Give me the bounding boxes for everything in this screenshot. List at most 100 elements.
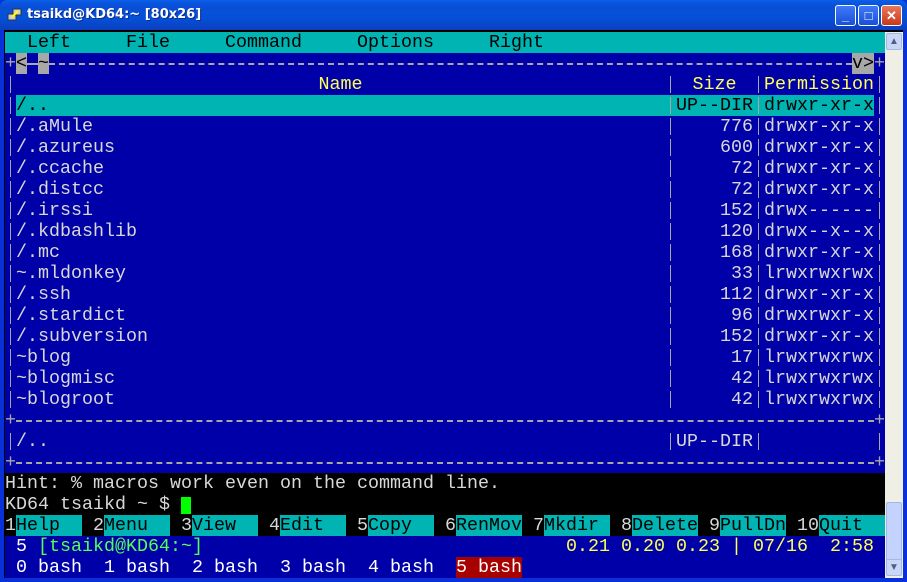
putty-icon bbox=[7, 8, 22, 21]
column-separator bbox=[670, 223, 671, 240]
column-separator bbox=[879, 265, 880, 282]
column-separator bbox=[10, 244, 11, 261]
command-line[interactable]: KD64 tsaikd ~ $ bbox=[5, 494, 885, 515]
column-separator bbox=[879, 160, 880, 177]
terminal[interactable]: Left File Command Options Right + < ~ v> + Name Siz… bbox=[5, 32, 885, 578]
scroll-down-button[interactable]: ▼ bbox=[886, 559, 902, 576]
fkey-pulldn-button[interactable]: PullDn bbox=[720, 515, 786, 536]
fkey-delete-button[interactable]: Delete bbox=[632, 515, 698, 536]
permission-column-header[interactable]: Permission bbox=[764, 74, 874, 95]
file-row[interactable]: /.distcc 72 drwxr-xr-x bbox=[5, 179, 885, 200]
file-name[interactable]: /.azureus bbox=[16, 137, 115, 158]
window-tab[interactable]: 3 bash bbox=[280, 557, 346, 578]
file-name[interactable]: /.aMule bbox=[16, 116, 93, 137]
file-name[interactable]: ~blogmisc bbox=[16, 368, 115, 389]
file-row[interactable]: /.kdbashlib 120 drwx--x--x bbox=[5, 221, 885, 242]
file-row[interactable]: /.ccache 72 drwxr-xr-x bbox=[5, 158, 885, 179]
file-row[interactable]: ~blog 17 lrwxrwxrwx bbox=[5, 347, 885, 368]
file-size: 152 bbox=[720, 326, 753, 347]
file-row[interactable]: /.mc 168 drwxr-xr-x bbox=[5, 242, 885, 263]
file-name[interactable]: /.stardict bbox=[16, 305, 126, 326]
column-separator bbox=[758, 265, 759, 282]
column-separator bbox=[758, 307, 759, 324]
history-dropdown-button[interactable]: v> bbox=[852, 53, 874, 74]
selection-highlight bbox=[16, 95, 874, 116]
size-column-header[interactable]: Size bbox=[692, 74, 737, 95]
menu-options[interactable]: Options bbox=[357, 32, 434, 53]
file-name[interactable]: /.subversion bbox=[16, 326, 148, 347]
title-bar[interactable]: tsaikd@KD64:~ [80x26] _ □ ✕ bbox=[0, 0, 907, 30]
fkey-help-button[interactable]: Help bbox=[16, 515, 82, 536]
window-tab[interactable]: 5 bash bbox=[456, 557, 522, 578]
menu-left[interactable]: Left bbox=[27, 32, 71, 53]
file-row[interactable]: ~blogroot 42 lrwxrwxrwx bbox=[5, 389, 885, 410]
fkey-number: 2 bbox=[93, 515, 104, 536]
column-separator bbox=[10, 391, 11, 408]
fkey-menu-button[interactable]: Menu bbox=[104, 515, 170, 536]
file-size: 17 bbox=[731, 347, 753, 368]
border-corner: + bbox=[874, 410, 885, 431]
window-tab[interactable]: 1 bash bbox=[104, 557, 170, 578]
file-row[interactable]: /.subversion 152 drwxr-xr-x bbox=[5, 326, 885, 347]
column-separator bbox=[670, 118, 671, 135]
prompt-text: KD64 tsaikd ~ $ bbox=[5, 494, 181, 515]
file-row[interactable]: ~blogmisc 42 lrwxrwxrwx bbox=[5, 368, 885, 389]
close-icon: ✕ bbox=[886, 8, 897, 23]
column-separator bbox=[670, 181, 671, 198]
column-separator bbox=[10, 265, 11, 282]
file-size: 42 bbox=[731, 368, 753, 389]
scroll-up-button[interactable]: ▲ bbox=[886, 33, 902, 50]
file-name[interactable]: ~blog bbox=[16, 347, 71, 368]
fkey-view-button[interactable]: View bbox=[192, 515, 258, 536]
home-dir-button[interactable]: ~ bbox=[38, 53, 49, 74]
file-name[interactable]: /.irssi bbox=[16, 200, 93, 221]
close-button[interactable]: ✕ bbox=[881, 5, 902, 26]
file-row[interactable]: /.irssi 152 drwx------ bbox=[5, 200, 885, 221]
file-name[interactable]: /.ssh bbox=[16, 284, 71, 305]
column-separator bbox=[670, 244, 671, 261]
function-key-bar: 1 Help 2 Menu 3 View 4 Edit 5 Copy 6 RenMov 7 Mkdir 8 D… bbox=[5, 515, 885, 536]
file-name[interactable]: /.ccache bbox=[16, 158, 104, 179]
minimize-button[interactable]: _ bbox=[835, 5, 856, 26]
column-separator bbox=[10, 181, 11, 198]
history-left-button[interactable]: < bbox=[16, 53, 27, 74]
file-size: 42 bbox=[731, 389, 753, 410]
column-separator bbox=[670, 76, 671, 93]
menu-right[interactable]: Right bbox=[489, 32, 544, 53]
file-name[interactable]: ~.mldonkey bbox=[16, 263, 126, 284]
window-tab[interactable]: 2 bash bbox=[192, 557, 258, 578]
column-separator bbox=[879, 76, 880, 93]
menu-file[interactable]: File bbox=[126, 32, 170, 53]
fkey-edit-button[interactable]: Edit bbox=[280, 515, 346, 536]
column-separator bbox=[670, 349, 671, 366]
fkey-renmov-button[interactable]: RenMov bbox=[456, 515, 522, 536]
fkey-copy-button[interactable]: Copy bbox=[368, 515, 434, 536]
file-row[interactable]: ~.mldonkey 33 lrwxrwxrwx bbox=[5, 263, 885, 284]
file-name[interactable]: ~blogroot bbox=[16, 389, 115, 410]
column-separator bbox=[670, 433, 671, 450]
file-permission: drwx--x--x bbox=[764, 221, 874, 242]
file-row[interactable]: /.stardict 96 drwxrwxr-x bbox=[5, 305, 885, 326]
window-tab[interactable]: 4 bash bbox=[368, 557, 434, 578]
fkey-quit-button[interactable]: Quit bbox=[819, 515, 885, 536]
column-separator bbox=[670, 370, 671, 387]
window-tab[interactable]: 0 bash bbox=[16, 557, 82, 578]
file-row[interactable]: /.azureus 600 drwxr-xr-x bbox=[5, 137, 885, 158]
file-name[interactable]: /.. bbox=[16, 95, 49, 116]
file-permission: drwxrwxr-x bbox=[764, 305, 874, 326]
file-row[interactable]: /.. UP--DIR drwxr-xr-x bbox=[5, 95, 885, 116]
column-separator bbox=[670, 139, 671, 156]
menu-command[interactable]: Command bbox=[225, 32, 302, 53]
fkey-mkdir-button[interactable]: Mkdir bbox=[544, 515, 610, 536]
file-name[interactable]: /.distcc bbox=[16, 179, 104, 200]
name-column-header[interactable]: Name bbox=[318, 74, 363, 95]
scrollbar[interactable]: ▲ ▼ bbox=[885, 32, 903, 578]
maximize-button[interactable]: □ bbox=[858, 5, 879, 26]
file-row[interactable]: /.ssh 112 drwxr-xr-x bbox=[5, 284, 885, 305]
border-corner: + bbox=[5, 53, 16, 74]
file-row[interactable]: /.aMule 776 drwxr-xr-x bbox=[5, 116, 885, 137]
column-separator bbox=[758, 97, 759, 114]
file-name[interactable]: /.kdbashlib bbox=[16, 221, 137, 242]
screen-status-line: 5 [tsaikd@KD64:~] 0.21 0.20 0.23 | 07/16 2:58 bbox=[5, 536, 885, 557]
file-name[interactable]: /.mc bbox=[16, 242, 60, 263]
